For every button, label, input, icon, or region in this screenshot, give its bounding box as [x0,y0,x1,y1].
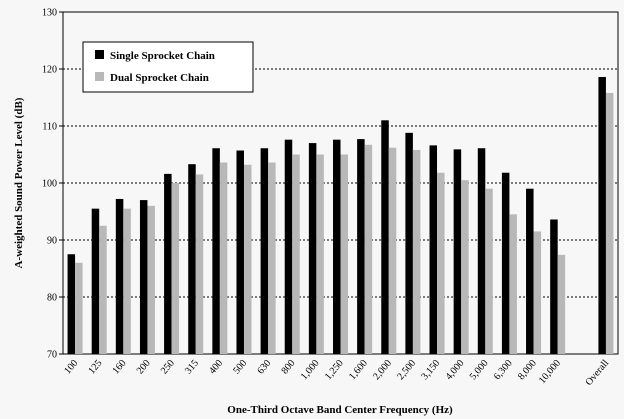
bar-dual-sprocket [388,147,397,354]
bar-dual-sprocket [243,164,252,354]
legend-swatch-single [95,50,104,59]
y-tick-labels: 70 80 90 100 110 120 130 [42,8,63,361]
bar-dual-sprocket [292,154,300,354]
x-tick-label: 630 [255,358,273,377]
y-tick-label: 70 [47,350,57,361]
bar-dual-sprocket [75,262,83,354]
y-tick-label: 110 [42,122,57,133]
bar-dual-sprocket [461,180,469,354]
x-tick-label: 1,250 [323,358,346,382]
bar-single-sprocket [598,76,606,354]
y-tick-label: 90 [47,236,57,247]
x-tick-label: 250 [159,358,177,377]
x-tick-label: 5,000 [468,358,491,382]
bar-single-sprocket [381,120,389,354]
bar-dual-sprocket [99,225,107,354]
x-tick-label: 100 [62,358,80,377]
bar-dual-sprocket [219,162,228,354]
bar-dual-sprocket [123,208,131,354]
bar-single-sprocket [188,164,196,354]
y-tick-label: 80 [47,293,57,304]
y-tick-label: 100 [42,179,57,190]
x-tick-label: 8,000 [516,358,539,382]
x-tick-label: 4,000 [444,358,467,382]
x-tick-label: 2,000 [371,358,394,382]
x-tick-label: 10,000 [537,358,563,386]
bar-single-sprocket [357,139,365,354]
legend-label-single: Single Sprocket Chain [110,50,215,62]
bar-single-sprocket [139,200,148,354]
bars [67,76,614,354]
bar-dual-sprocket [316,154,324,354]
x-tick-label: 3,150 [419,358,442,382]
x-tick-label: Overall [584,358,612,388]
bar-dual-sprocket [557,254,566,354]
bar-dual-sprocket [147,205,155,354]
x-tick-label: 800 [279,358,297,377]
bar-single-sprocket [284,139,293,354]
bar-single-sprocket [164,173,172,354]
bar-single-sprocket [308,143,317,354]
bar-single-sprocket [91,208,100,354]
x-tick-labels: 100 125 160 200 250 315 400 500 630 800 1,000 1,250… [62,358,611,388]
x-tick-label: 160 [111,358,129,377]
bar-dual-sprocket [509,214,517,354]
bar-single-sprocket [453,149,462,354]
legend-label-dual: Dual Sprocket Chain [110,72,209,84]
bar-single-sprocket [501,172,510,354]
bar-dual-sprocket [364,144,373,354]
x-tick-label: 6,300 [492,358,515,382]
legend: Single Sprocket Chain Dual Sprocket Chai… [82,41,254,93]
bar-dual-sprocket [437,172,445,354]
y-axis-title: A-weighted Sound Power Level (dB) [13,97,25,268]
x-axis-title: One-Third Octave Band Center Frequency (… [227,404,453,416]
x-tick-label: 500 [231,358,249,377]
legend-swatch-dual [95,72,104,81]
y-tick-label: 120 [42,65,57,76]
bar-dual-sprocket [533,231,542,354]
x-tick-label: 125 [86,358,104,377]
x-tick-label: 400 [207,358,225,377]
bar-single-sprocket [429,145,438,354]
bar-dual-sprocket [412,149,421,354]
bar-single-sprocket [405,132,413,354]
bar-single-sprocket [526,188,534,354]
bar-single-sprocket [115,198,124,354]
y-tick-label: 130 [42,8,57,19]
bar-dual-sprocket [605,92,614,354]
x-tick-label: 1,600 [347,358,370,382]
bar-dual-sprocket [340,154,348,354]
bar-single-sprocket [260,148,269,354]
bar-single-sprocket [477,148,486,354]
bar-single-sprocket [333,139,341,354]
legend-box [82,41,254,93]
x-tick-label: 2,500 [395,358,418,382]
x-tick-label: 200 [135,358,153,377]
bar-single-sprocket [67,254,76,354]
x-tick-label: 1,000 [299,358,322,382]
bar-dual-sprocket [195,174,204,354]
bar-dual-sprocket [171,183,180,354]
bar-single-sprocket [212,148,220,354]
x-tick-label: 315 [183,358,201,377]
bar-single-sprocket [236,150,244,354]
bar-dual-sprocket [485,188,493,354]
bar-dual-sprocket [268,162,276,354]
bar-single-sprocket [550,219,558,354]
